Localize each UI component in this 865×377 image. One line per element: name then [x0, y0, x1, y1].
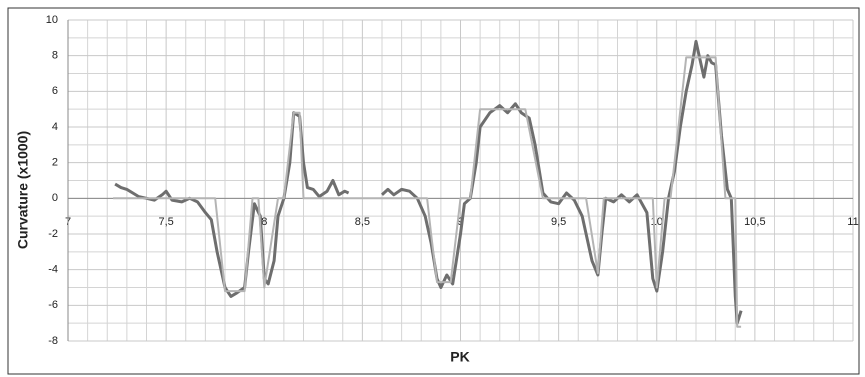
- x-tick-label: 8,5: [355, 216, 370, 228]
- x-tick-label: 10: [651, 216, 663, 228]
- chart-frame: [7, 7, 860, 375]
- x-tick-label: 8: [261, 216, 267, 228]
- x-tick-label: 10,5: [744, 216, 765, 228]
- y-tick-label: 0: [52, 192, 58, 204]
- x-axis-title: PK: [450, 349, 469, 365]
- y-tick-label: 8: [52, 50, 58, 62]
- x-tick-label: 9: [457, 216, 463, 228]
- y-tick-label: -2: [48, 228, 58, 240]
- y-tick-label: 4: [52, 121, 58, 133]
- x-tick-label: 7,5: [158, 216, 173, 228]
- x-tick-label: 9,5: [551, 216, 566, 228]
- y-axis-title: Curvature (x1000): [15, 131, 31, 249]
- y-tick-label: 10: [46, 14, 58, 26]
- data-line: [113, 56, 742, 328]
- y-tick-label: -6: [48, 299, 58, 311]
- x-tick-label: 11: [847, 216, 858, 228]
- y-tick-label: -4: [48, 264, 58, 276]
- y-tick-label: 2: [52, 157, 58, 169]
- y-tick-label: -8: [48, 335, 58, 347]
- y-tick-label: 6: [52, 85, 58, 97]
